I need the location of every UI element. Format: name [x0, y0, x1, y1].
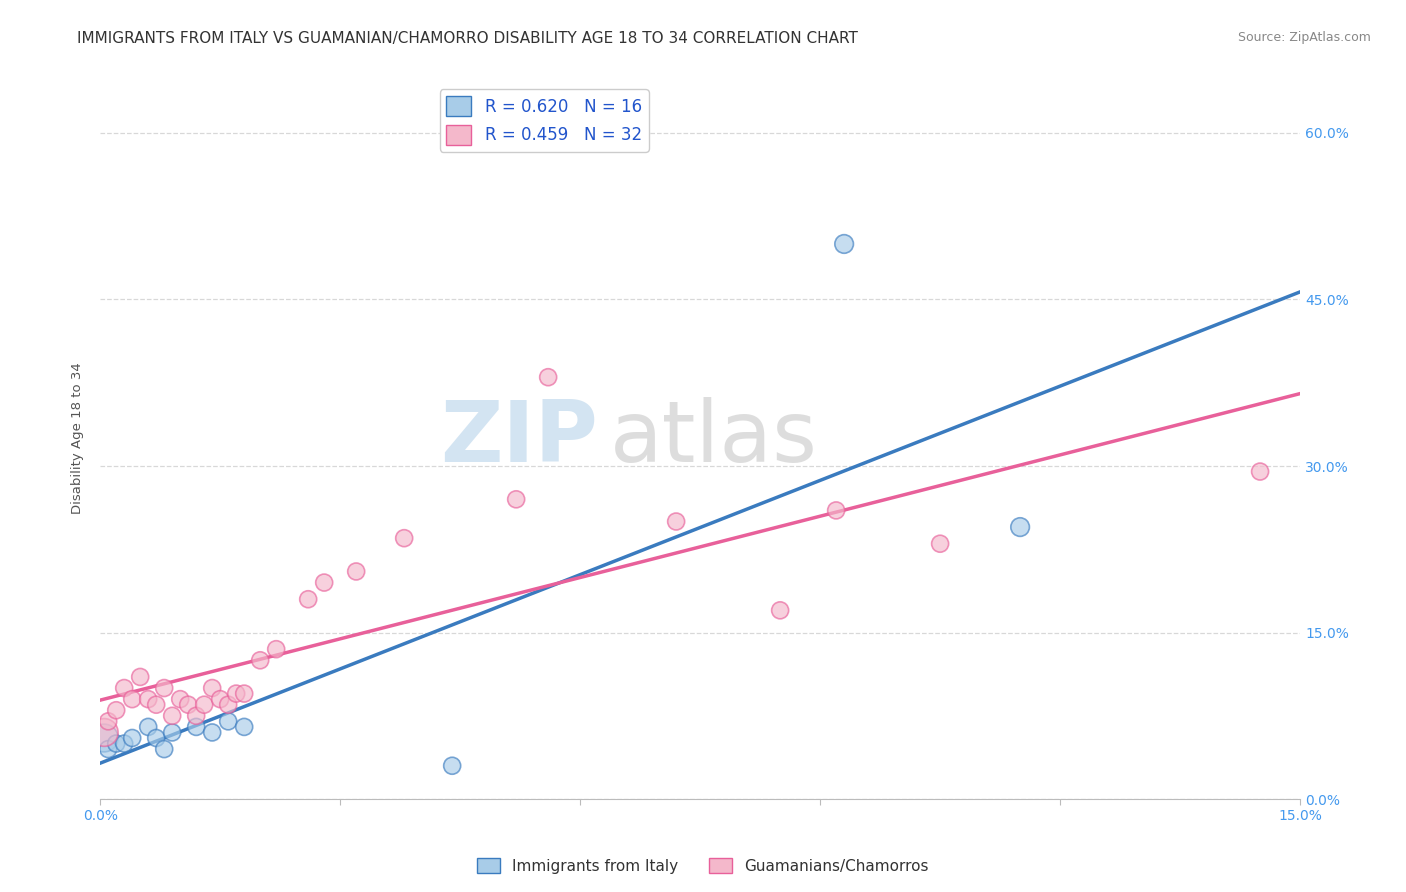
Point: [129, 670, 152, 684]
Point: [505, 492, 527, 507]
Point: [93, 731, 115, 745]
Text: ZIP: ZIP: [440, 397, 598, 480]
Point: [665, 515, 688, 529]
Point: [112, 681, 135, 695]
Point: [160, 725, 183, 739]
Text: atlas: atlas: [610, 397, 818, 480]
Point: [929, 537, 952, 551]
Point: [314, 575, 336, 590]
Point: [145, 731, 167, 745]
Point: [537, 370, 560, 384]
Point: [105, 737, 128, 751]
Point: [297, 592, 319, 607]
Point: [145, 698, 167, 712]
Point: [201, 725, 224, 739]
Point: [264, 642, 287, 657]
Point: [225, 687, 247, 701]
Point: [169, 692, 191, 706]
Point: [344, 565, 367, 579]
Point: [249, 653, 271, 667]
Point: [441, 758, 464, 772]
Point: [93, 725, 115, 739]
Point: [121, 692, 143, 706]
Point: [153, 681, 176, 695]
Point: [201, 681, 224, 695]
Point: [97, 714, 120, 729]
Text: IMMIGRANTS FROM ITALY VS GUAMANIAN/CHAMORRO DISABILITY AGE 18 TO 34 CORRELATION : IMMIGRANTS FROM ITALY VS GUAMANIAN/CHAMO…: [77, 31, 858, 46]
Point: [832, 237, 855, 252]
Point: [177, 698, 200, 712]
Point: [193, 698, 215, 712]
Point: [1010, 520, 1032, 534]
Point: [392, 531, 415, 545]
Point: [105, 703, 128, 717]
Text: Source: ZipAtlas.com: Source: ZipAtlas.com: [1237, 31, 1371, 45]
Point: [217, 714, 239, 729]
Point: [112, 737, 135, 751]
Point: [209, 692, 232, 706]
Point: [160, 708, 183, 723]
Point: [233, 720, 256, 734]
Point: [186, 708, 208, 723]
Point: [136, 692, 159, 706]
Point: [153, 742, 176, 756]
Point: [186, 720, 208, 734]
Point: [233, 687, 256, 701]
Legend: Immigrants from Italy, Guamanians/Chamorros: Immigrants from Italy, Guamanians/Chamor…: [471, 852, 935, 880]
Y-axis label: Disability Age 18 to 34: Disability Age 18 to 34: [72, 362, 84, 514]
Point: [769, 603, 792, 617]
Point: [825, 503, 848, 517]
Point: [136, 720, 159, 734]
Point: [1249, 465, 1271, 479]
Point: [97, 742, 120, 756]
Point: [121, 731, 143, 745]
Legend: R = 0.620   N = 16, R = 0.459   N = 32: R = 0.620 N = 16, R = 0.459 N = 32: [440, 89, 648, 152]
Point: [217, 698, 239, 712]
